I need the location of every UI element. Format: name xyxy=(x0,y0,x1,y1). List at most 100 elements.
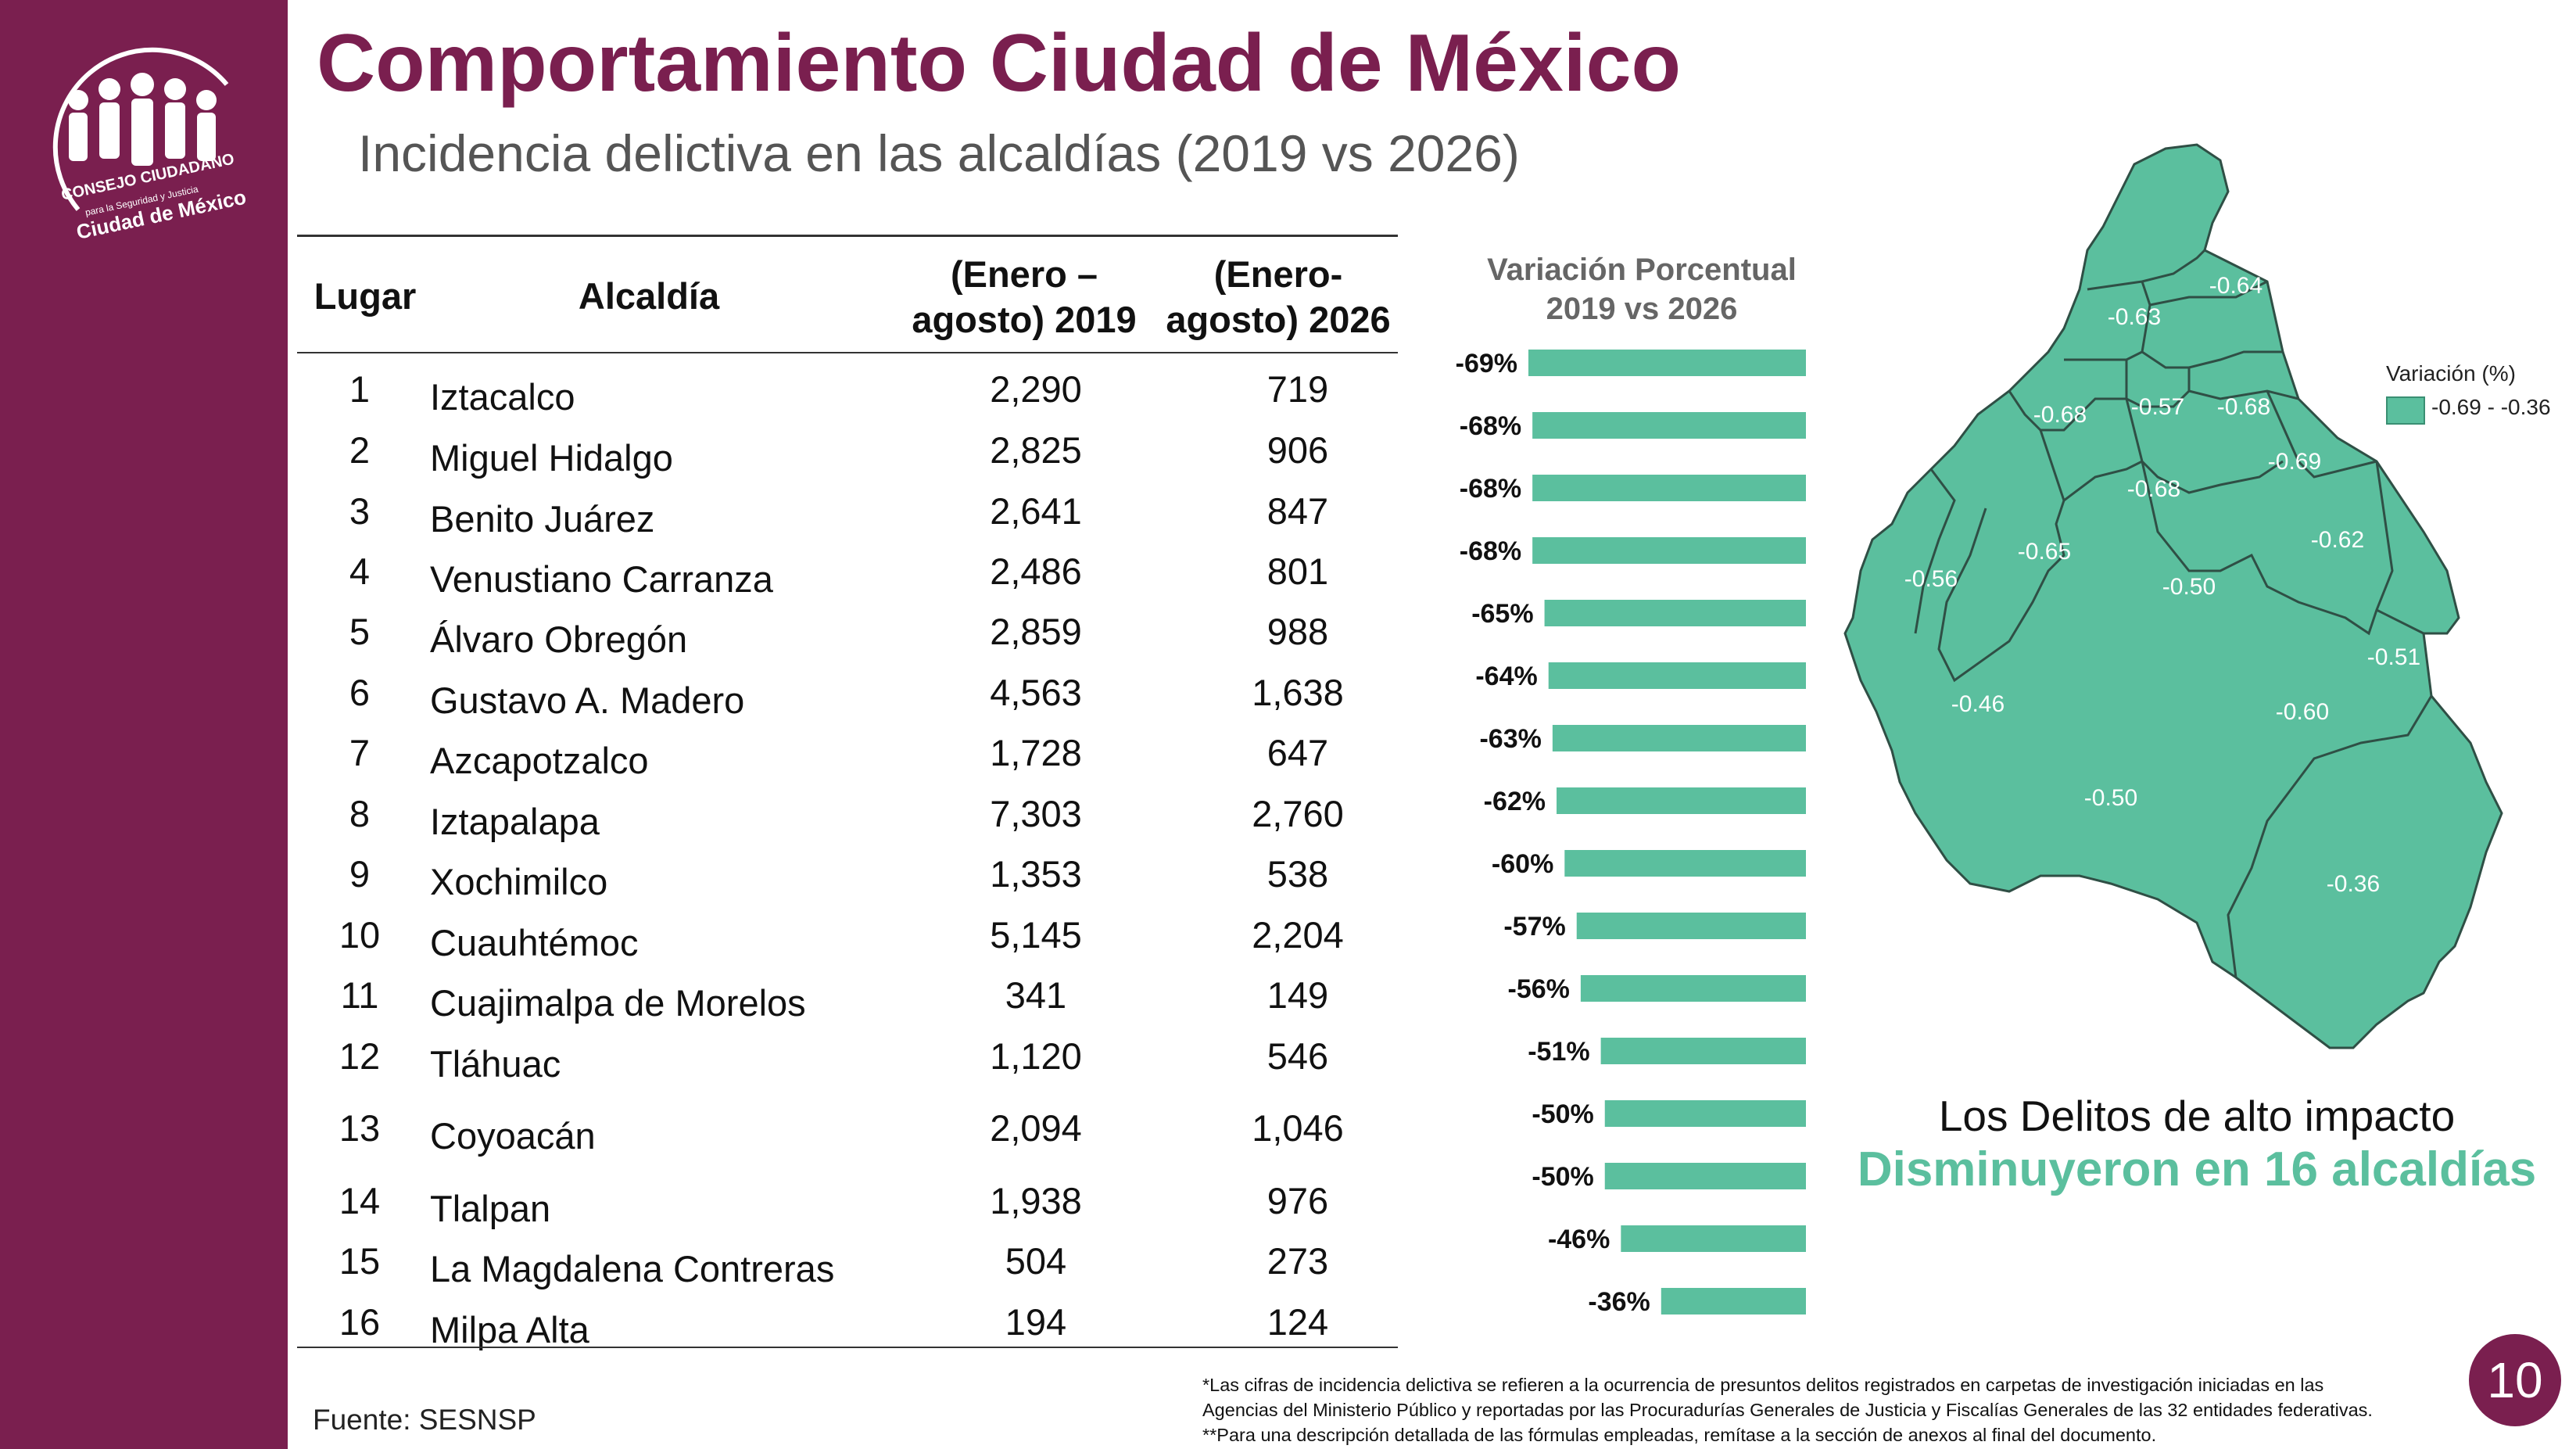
variation-bar xyxy=(1532,412,1806,439)
summary-line2: Disminuyeron en 16 alcaldías xyxy=(1857,1142,2537,1196)
variation-bar-label: -68% xyxy=(1460,411,1521,441)
map-region-label: -0.69 xyxy=(2268,449,2321,475)
value-2019-cell: 7,303 xyxy=(990,793,1082,834)
variation-bar xyxy=(1600,1038,1806,1064)
table-row: 3 Benito Juárez 2,641 847 xyxy=(297,490,1398,550)
header-2019-line1: (Enero – xyxy=(950,253,1098,295)
variation-bar-label: -56% xyxy=(1508,974,1570,1004)
cdmx-alcaldias-map: -0.64 -0.63 -0.68 -0.57 -0.68 -0.69 -0.68 -0.62… xyxy=(1843,143,2503,1049)
value-2026-cell: 538 xyxy=(1267,853,1329,895)
table-row: 10 Cuauhtémoc 5,145 2,204 xyxy=(297,913,1398,974)
alcaldia-cell: Azcapotzalco xyxy=(430,740,649,781)
table-row: 5 Álvaro Obregón 2,859 988 xyxy=(297,610,1398,670)
value-2026-cell: 906 xyxy=(1267,429,1329,471)
variation-bar xyxy=(1528,350,1806,376)
alcaldia-cell: Miguel Hidalgo xyxy=(430,437,673,479)
value-2019-cell: 2,859 xyxy=(990,611,1082,652)
variation-bar xyxy=(1544,600,1806,626)
table-header-rule xyxy=(297,352,1398,353)
border-tlalpan xyxy=(2063,460,2143,502)
header-2019-line2: agosto) 2019 xyxy=(912,299,1137,340)
rank-cell: 15 xyxy=(339,1240,381,1282)
variation-bar-chart: -69% -68% -68% -68% -65% -64% -63% -62% -60% -57%… xyxy=(1456,349,1806,1317)
table-row: 14 Tlalpan 1,938 976 xyxy=(297,1179,1398,1239)
value-2026-cell: 976 xyxy=(1267,1180,1329,1221)
map-region-label: -0.50 xyxy=(2162,574,2216,600)
value-2026-cell: 273 xyxy=(1267,1240,1329,1282)
alcaldia-cell: Tlalpan xyxy=(430,1188,551,1229)
border-milpa xyxy=(2227,695,2433,978)
variation-bar-label: -46% xyxy=(1548,1225,1610,1254)
header-2026-line1: (Enero- xyxy=(1213,253,1343,295)
value-2026-cell: 2,204 xyxy=(1252,914,1344,956)
variation-bar xyxy=(1557,787,1806,814)
map-shape xyxy=(1843,143,2503,1049)
rank-cell: 1 xyxy=(349,368,371,410)
variation-bar xyxy=(1564,850,1806,877)
map-outline xyxy=(1843,143,2503,1049)
alcaldia-cell: La Magdalena Contreras xyxy=(430,1248,835,1289)
map-region-label: -0.68 xyxy=(2127,476,2180,502)
variation-bar-label: -69% xyxy=(1456,349,1517,378)
map-region-label: -0.50 xyxy=(2084,785,2137,811)
value-2019-cell: 1,353 xyxy=(990,853,1082,895)
map-region-label: -0.68 xyxy=(2217,394,2270,420)
alcaldia-cell: Milpa Alta xyxy=(430,1309,589,1350)
map-region-label: -0.62 xyxy=(2311,527,2364,553)
variation-bar xyxy=(1532,537,1806,564)
border-xochi xyxy=(2141,461,2394,636)
variation-bar xyxy=(1532,475,1806,501)
variation-bar-label: -68% xyxy=(1460,536,1521,566)
map-region-label: -0.60 xyxy=(2276,699,2329,725)
border-cuauh xyxy=(2141,350,2283,369)
border-cuaj xyxy=(1914,468,1956,634)
rank-cell: 3 xyxy=(349,490,371,532)
rank-cell: 9 xyxy=(349,853,371,895)
value-2019-cell: 4,563 xyxy=(990,672,1082,713)
table-top-rule xyxy=(297,235,1398,237)
rank-cell: 14 xyxy=(339,1180,381,1221)
map-region-label: -0.57 xyxy=(2131,394,2184,420)
table-row: 7 Azcapotzalco 1,728 647 xyxy=(297,731,1398,791)
variation-bar xyxy=(1552,725,1806,751)
rank-cell: 5 xyxy=(349,611,371,652)
table-row: 9 Xochimilco 1,353 538 xyxy=(297,852,1398,913)
border-magda xyxy=(1937,429,2065,683)
summary-line1: Los Delitos de alto impacto xyxy=(1938,1092,2456,1140)
variation-bar-label: -50% xyxy=(1532,1099,1593,1129)
border-iztacalco xyxy=(2188,389,2299,400)
sidebar-band: CONSEJO CIUDADANO para la Seguridad y Ju… xyxy=(0,0,288,1449)
map-legend-range: -0.69 - -0.36 xyxy=(2431,395,2551,419)
map-legend-swatch xyxy=(2386,396,2425,425)
rank-cell: 6 xyxy=(349,672,371,713)
alcaldia-cell: Coyoacán xyxy=(430,1115,596,1157)
variation-bar-label: -65% xyxy=(1471,599,1533,629)
variation-bar-label: -51% xyxy=(1528,1037,1589,1067)
variation-bar-label: -63% xyxy=(1479,724,1541,754)
variation-bar xyxy=(1604,1163,1806,1189)
value-2026-cell: 2,760 xyxy=(1252,793,1344,834)
value-2026-cell: 149 xyxy=(1267,974,1329,1016)
value-2026-cell: 847 xyxy=(1267,490,1329,532)
value-2019-cell: 194 xyxy=(1005,1301,1067,1343)
alcaldia-cell: Cuajimalpa de Morelos xyxy=(430,982,806,1024)
map-region-label: -0.64 xyxy=(2209,273,2263,299)
table-row: 1 Iztacalco 2,290 719 xyxy=(297,368,1398,428)
rank-cell: 8 xyxy=(349,793,371,834)
border-bj xyxy=(2125,360,2191,408)
footnote-2: Agencias del Ministerio Público y report… xyxy=(1202,1400,2373,1420)
border-ao xyxy=(2008,390,2126,432)
value-2019-cell: 5,145 xyxy=(990,914,1082,956)
variation-bar xyxy=(1580,975,1806,1002)
alcaldia-cell: Tláhuac xyxy=(430,1043,561,1085)
page-number: 10 xyxy=(2469,1334,2561,1426)
variation-bar-label: -60% xyxy=(1492,849,1553,879)
page-title: Comportamiento Ciudad de México xyxy=(317,18,1682,109)
alcaldia-cell: Benito Juárez xyxy=(430,498,655,540)
variation-bar xyxy=(1661,1288,1806,1315)
rank-cell: 4 xyxy=(349,551,371,592)
border-gam xyxy=(2087,249,2206,291)
alcaldia-cell: Iztapalapa xyxy=(430,801,600,842)
alcaldia-cell: Cuauhtémoc xyxy=(430,922,639,963)
table-row: 15 La Magdalena Contreras 504 273 xyxy=(297,1239,1398,1300)
